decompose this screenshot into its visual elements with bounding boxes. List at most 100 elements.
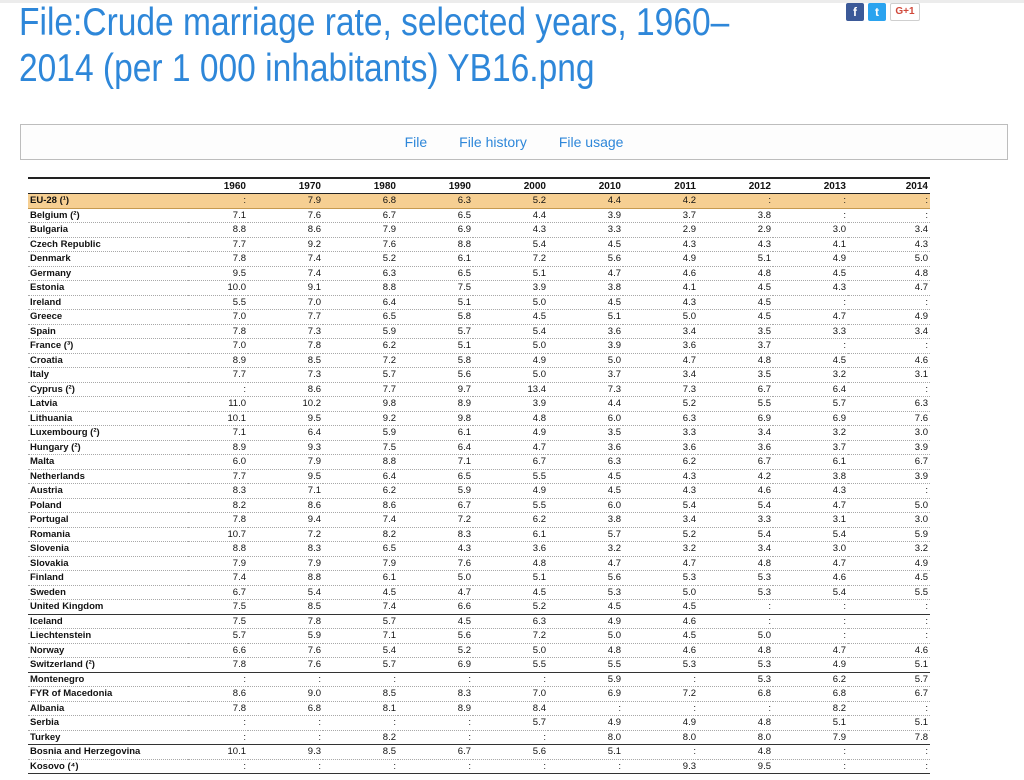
table-cell: : xyxy=(323,715,398,731)
table-cell: 4.3 xyxy=(773,483,848,499)
table-row: Bosnia and Herzegovina 10.1 9.3 8.5 6.7 5.6 5.… xyxy=(28,744,930,760)
table-cell: 6.7 xyxy=(698,382,773,397)
table-cell: 3.1 xyxy=(773,512,848,528)
table-cell: 9.3 xyxy=(248,440,323,455)
table-cell: 5.1 xyxy=(698,251,773,267)
table-row: Hungary (²) 8.9 9.3 7.5 6.4 4.7 3.6 3.6 3.6 3.7 3.… xyxy=(28,440,930,455)
row-country-label: Finland xyxy=(28,570,188,586)
table-cell: 8.8 xyxy=(323,280,398,296)
table-cell: 5.4 xyxy=(773,527,848,542)
table-cell: 5.0 xyxy=(398,570,473,586)
header-year: 1990 xyxy=(398,177,473,194)
table-cell: 4.7 xyxy=(848,280,930,296)
table-cell: : xyxy=(773,759,848,774)
table-cell: 3.7 xyxy=(623,208,698,223)
table-row: United Kingdom 7.5 8.5 7.4 6.6 5.2 4.5 4.5::: xyxy=(28,599,930,615)
table-cell: 3.9 xyxy=(848,469,930,484)
table-row: Finland 7.4 8.8 6.1 5.0 5.1 5.6 5.3 5.3 4.6 4.5 xyxy=(28,570,930,586)
table-cell: 7.2 xyxy=(473,251,548,267)
table-cell: 6.2 xyxy=(323,338,398,354)
table-cell: 9.0 xyxy=(248,686,323,702)
table-cell: 6.2 xyxy=(323,483,398,499)
table-cell: 5.3 xyxy=(623,570,698,586)
table-cell: 5.1 xyxy=(548,744,623,760)
table-cell: 5.4 xyxy=(698,527,773,542)
tab-file-usage[interactable]: File usage xyxy=(558,134,624,150)
table-cell: : xyxy=(773,208,848,223)
table-cell: 7.1 xyxy=(188,425,248,441)
table-cell: 7.7 xyxy=(188,367,248,383)
table-cell: 7.5 xyxy=(188,614,248,629)
table-cell: : xyxy=(848,614,930,629)
table-cell: 4.5 xyxy=(548,295,623,310)
table-cell: 8.9 xyxy=(188,440,248,455)
table-cell: 4.3 xyxy=(473,222,548,238)
row-country-label: Slovakia xyxy=(28,556,188,571)
tab-file[interactable]: File xyxy=(404,134,428,150)
table-cell: 6.8 xyxy=(248,701,323,716)
table-cell: : xyxy=(848,628,930,644)
header-year: 1980 xyxy=(323,177,398,194)
table-cell: 5.5 xyxy=(473,469,548,484)
facebook-share-icon[interactable]: f xyxy=(846,3,864,21)
table-cell: 5.8 xyxy=(398,353,473,368)
table-cell: 5.0 xyxy=(698,628,773,644)
table-row: Estonia 10.0 9.1 8.8 7.5 3.9 3.8 4.1 4.5 4.3 4.7 xyxy=(28,280,930,296)
table-cell: 5.1 xyxy=(473,570,548,586)
table-cell: 5.4 xyxy=(323,643,398,658)
table-cell: 4.7 xyxy=(623,353,698,368)
table-cell: 7.3 xyxy=(548,382,623,397)
table-cell: 4.7 xyxy=(548,266,623,281)
table-cell: 7.9 xyxy=(323,222,398,238)
table-row: Portugal 7.8 9.4 7.4 7.2 6.2 3.8 3.4 3.3 3.1 3.0 xyxy=(28,512,930,528)
table-cell: 8.3 xyxy=(398,686,473,702)
table-cell: 9.1 xyxy=(248,280,323,296)
table-cell: 8.6 xyxy=(248,222,323,238)
table-row: Serbia::::5.7 4.9 4.9 4.8 5.1 5.1 xyxy=(28,715,930,731)
table-cell: 7.8 xyxy=(188,512,248,528)
table-cell: : xyxy=(248,759,323,774)
table-cell: 5.7 xyxy=(398,324,473,339)
table-cell: 4.9 xyxy=(848,556,930,571)
table-cell: 7.8 xyxy=(248,338,323,354)
table-row: Kosovo (⁴)::::::9.3 9.5:: xyxy=(28,759,930,774)
table-cell: 7.1 xyxy=(188,208,248,223)
table-cell: 10.0 xyxy=(188,280,248,296)
row-country-label: Albania xyxy=(28,701,188,716)
table-cell: 6.5 xyxy=(398,469,473,484)
table-cell: 6.7 xyxy=(473,454,548,470)
table-cell: : xyxy=(188,193,248,209)
table-cell: 5.5 xyxy=(473,498,548,513)
tab-file-history[interactable]: File history xyxy=(459,134,527,150)
file-image: 1960 1970 1980 1990 2000 2010 2011 2012 … xyxy=(28,177,930,774)
table-cell: 5.6 xyxy=(548,570,623,586)
table-cell: 7.7 xyxy=(248,309,323,325)
row-country-label: Hungary (²) xyxy=(28,440,188,455)
twitter-share-icon[interactable]: t xyxy=(868,3,886,21)
file-tab-bar: File File history File usage xyxy=(20,124,1008,160)
table-cell: 4.8 xyxy=(848,266,930,281)
google-plus-share-icon[interactable]: G+1 xyxy=(890,3,920,21)
table-cell: 5.3 xyxy=(698,672,773,687)
row-country-label: Romania xyxy=(28,527,188,542)
table-cell: 5.4 xyxy=(773,585,848,600)
table-cell: 4.6 xyxy=(698,483,773,499)
row-country-label: Latvia xyxy=(28,396,188,412)
table-cell: : xyxy=(473,759,548,774)
table-cell: 4.5 xyxy=(473,309,548,325)
table-cell: : xyxy=(398,715,473,731)
table-cell: 8.0 xyxy=(698,730,773,745)
row-country-label: Czech Republic xyxy=(28,237,188,252)
table-cell: 4.3 xyxy=(623,295,698,310)
table-cell: 5.9 xyxy=(248,628,323,644)
row-country-label: Croatia xyxy=(28,353,188,368)
table-cell: : xyxy=(848,483,930,499)
header-year: 1960 xyxy=(188,177,248,194)
table-cell: 6.7 xyxy=(398,498,473,513)
table-cell: 6.7 xyxy=(848,454,930,470)
table-body: EU-28 (¹):7.9 6.8 6.3 5.2 4.4 4.2::: Belgium (… xyxy=(28,193,930,774)
table-cell: 3.7 xyxy=(698,338,773,354)
table-cell: 5.5 xyxy=(473,657,548,673)
table-cell: 3.5 xyxy=(698,367,773,383)
table-cell: : xyxy=(548,759,623,774)
